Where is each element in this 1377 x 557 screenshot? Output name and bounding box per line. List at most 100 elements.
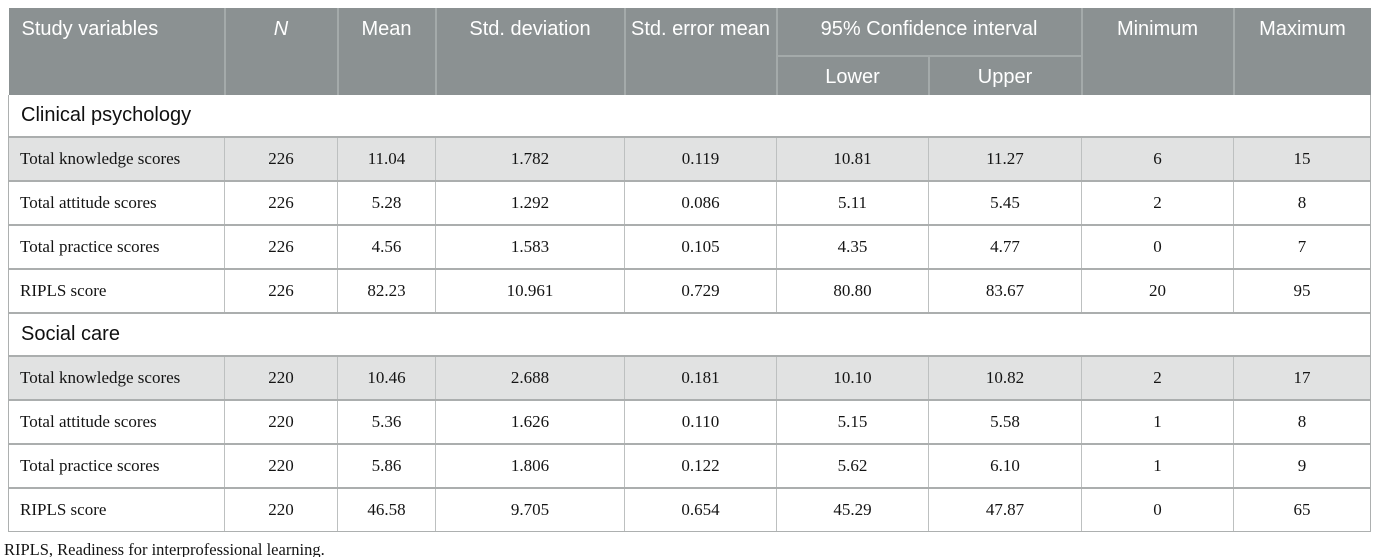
table-cell: 15 <box>1233 136 1372 181</box>
table-cell: 2 <box>1081 355 1234 400</box>
table-cell: 1.782 <box>435 136 625 181</box>
table-cell: 1 <box>1081 399 1234 444</box>
table-cell: 220 <box>224 355 338 400</box>
table-cell: 0.122 <box>624 443 777 488</box>
table-cell: 20 <box>1081 268 1234 313</box>
table-cell: 9.705 <box>435 487 625 532</box>
table-cell: 1.583 <box>435 224 625 269</box>
table-cell: 10.82 <box>927 355 1082 400</box>
table-cell: 1.292 <box>435 180 625 225</box>
column-header-n: N <box>223 8 338 95</box>
table-cell: 1.806 <box>435 443 625 488</box>
column-header-lower: Lower <box>775 56 929 95</box>
table-cell: 0.181 <box>624 355 777 400</box>
table-cell: 6 <box>1081 136 1234 181</box>
column-header-minimum: Minimum <box>1080 8 1234 95</box>
section-title-row: Social care <box>7 312 1372 356</box>
row-label: Total knowledge scores <box>8 136 225 181</box>
row-label: Total knowledge scores <box>8 355 225 400</box>
table-cell: 2.688 <box>435 355 625 400</box>
table-row: Total attitude scores 220 5.36 1.626 0.110 5.… <box>8 399 1372 444</box>
table-cell: 80.80 <box>776 268 929 313</box>
table-cell: 5.11 <box>776 180 929 225</box>
row-label: Total attitude scores <box>8 399 225 444</box>
section-social-care: Social care Total knowledge scores 220 10.… <box>7 312 1372 532</box>
table-cell: 4.56 <box>337 224 436 269</box>
table-row: Total attitude scores 226 5.28 1.292 0.086 5.… <box>8 180 1372 225</box>
table-cell: 10.46 <box>337 355 436 400</box>
row-label: Total practice scores <box>8 224 225 269</box>
table-cell: 0.105 <box>624 224 777 269</box>
column-header-upper: Upper <box>927 56 1082 95</box>
section-clinical-psychology: Clinical psychology Total knowledge scor… <box>7 95 1372 313</box>
section-title: Social care <box>7 312 1372 356</box>
table-cell: 0.654 <box>624 487 777 532</box>
table-cell: 0.110 <box>624 399 777 444</box>
column-header-maximum: Maximum <box>1232 8 1371 95</box>
table-cell: 226 <box>224 224 338 269</box>
table-cell: 6.10 <box>927 443 1082 488</box>
table-cell: 0 <box>1081 487 1234 532</box>
table-cell: 4.35 <box>776 224 929 269</box>
header-row-main: Study variables N Mean Std. deviation St… <box>8 8 1371 95</box>
table-row: Total knowledge scores 226 11.04 1.782 0.119… <box>8 136 1372 181</box>
table-cell: 5.62 <box>776 443 929 488</box>
table-cell: 0 <box>1081 224 1234 269</box>
row-label: RIPLS score <box>8 487 225 532</box>
table-cell: 1.626 <box>435 399 625 444</box>
table-cell: 46.58 <box>337 487 436 532</box>
table-cell: 0.086 <box>624 180 777 225</box>
table-cell: 5.86 <box>337 443 436 488</box>
table-cell: 5.58 <box>927 399 1082 444</box>
table-cell: 82.23 <box>337 268 436 313</box>
table-cell: 226 <box>224 136 338 181</box>
table-cell: 0.729 <box>624 268 777 313</box>
table-cell: 9 <box>1233 443 1372 488</box>
column-header-confidence-interval: 95% Confidence interval <box>775 8 1082 57</box>
table-cell: 10.961 <box>435 268 625 313</box>
table-cell: 10.10 <box>776 355 929 400</box>
table-cell: 8 <box>1233 399 1372 444</box>
table-cell: 7 <box>1233 224 1372 269</box>
table-cell: 4.77 <box>927 224 1082 269</box>
row-label: Total practice scores <box>8 443 225 488</box>
column-header-std-error-mean: Std. error mean <box>623 8 777 95</box>
table-footnote: RIPLS, Readiness for interprofessional l… <box>4 540 325 557</box>
table-cell: 226 <box>224 180 338 225</box>
table-cell: 65 <box>1233 487 1372 532</box>
table-cell: 95 <box>1233 268 1372 313</box>
table-cell: 17 <box>1233 355 1372 400</box>
table-row: Total knowledge scores 220 10.46 2.688 0.181… <box>8 355 1372 400</box>
table-cell: 226 <box>224 268 338 313</box>
section-title: Clinical psychology <box>7 95 1372 137</box>
table-row: RIPLS score 220 46.58 9.705 0.654 45.29 47.87 0… <box>8 487 1372 532</box>
table-cell: 5.28 <box>337 180 436 225</box>
table-cell: 47.87 <box>927 487 1082 532</box>
table-cell: 8 <box>1233 180 1372 225</box>
row-label: Total attitude scores <box>8 180 225 225</box>
table-cell: 83.67 <box>927 268 1082 313</box>
column-header-study-variables: Study variables <box>8 8 225 95</box>
table-cell: 11.27 <box>927 136 1082 181</box>
column-header-std-deviation: Std. deviation <box>434 8 625 95</box>
table-cell: 5.45 <box>927 180 1082 225</box>
row-label: RIPLS score <box>8 268 225 313</box>
table-cell: 2 <box>1081 180 1234 225</box>
table-cell: 1 <box>1081 443 1234 488</box>
table-cell: 45.29 <box>776 487 929 532</box>
table-cell: 5.36 <box>337 399 436 444</box>
section-title-row: Clinical psychology <box>7 95 1372 137</box>
table-row: RIPLS score 226 82.23 10.961 0.729 80.80 83.67… <box>8 268 1372 313</box>
column-header-mean: Mean <box>336 8 436 95</box>
table-header: Study variables N Mean Std. deviation St… <box>8 8 1371 95</box>
table-cell: 11.04 <box>337 136 436 181</box>
table-cell: 220 <box>224 487 338 532</box>
descriptive-statistics-table: Study variables N Mean Std. deviation St… <box>7 8 1372 532</box>
table-cell: 220 <box>224 443 338 488</box>
table-row: Total practice scores 226 4.56 1.583 0.105 4.… <box>8 224 1372 269</box>
table-cell: 220 <box>224 399 338 444</box>
table-row: Total practice scores 220 5.86 1.806 0.122 5.… <box>8 443 1372 488</box>
table-cell: 10.81 <box>776 136 929 181</box>
table-cell: 0.119 <box>624 136 777 181</box>
